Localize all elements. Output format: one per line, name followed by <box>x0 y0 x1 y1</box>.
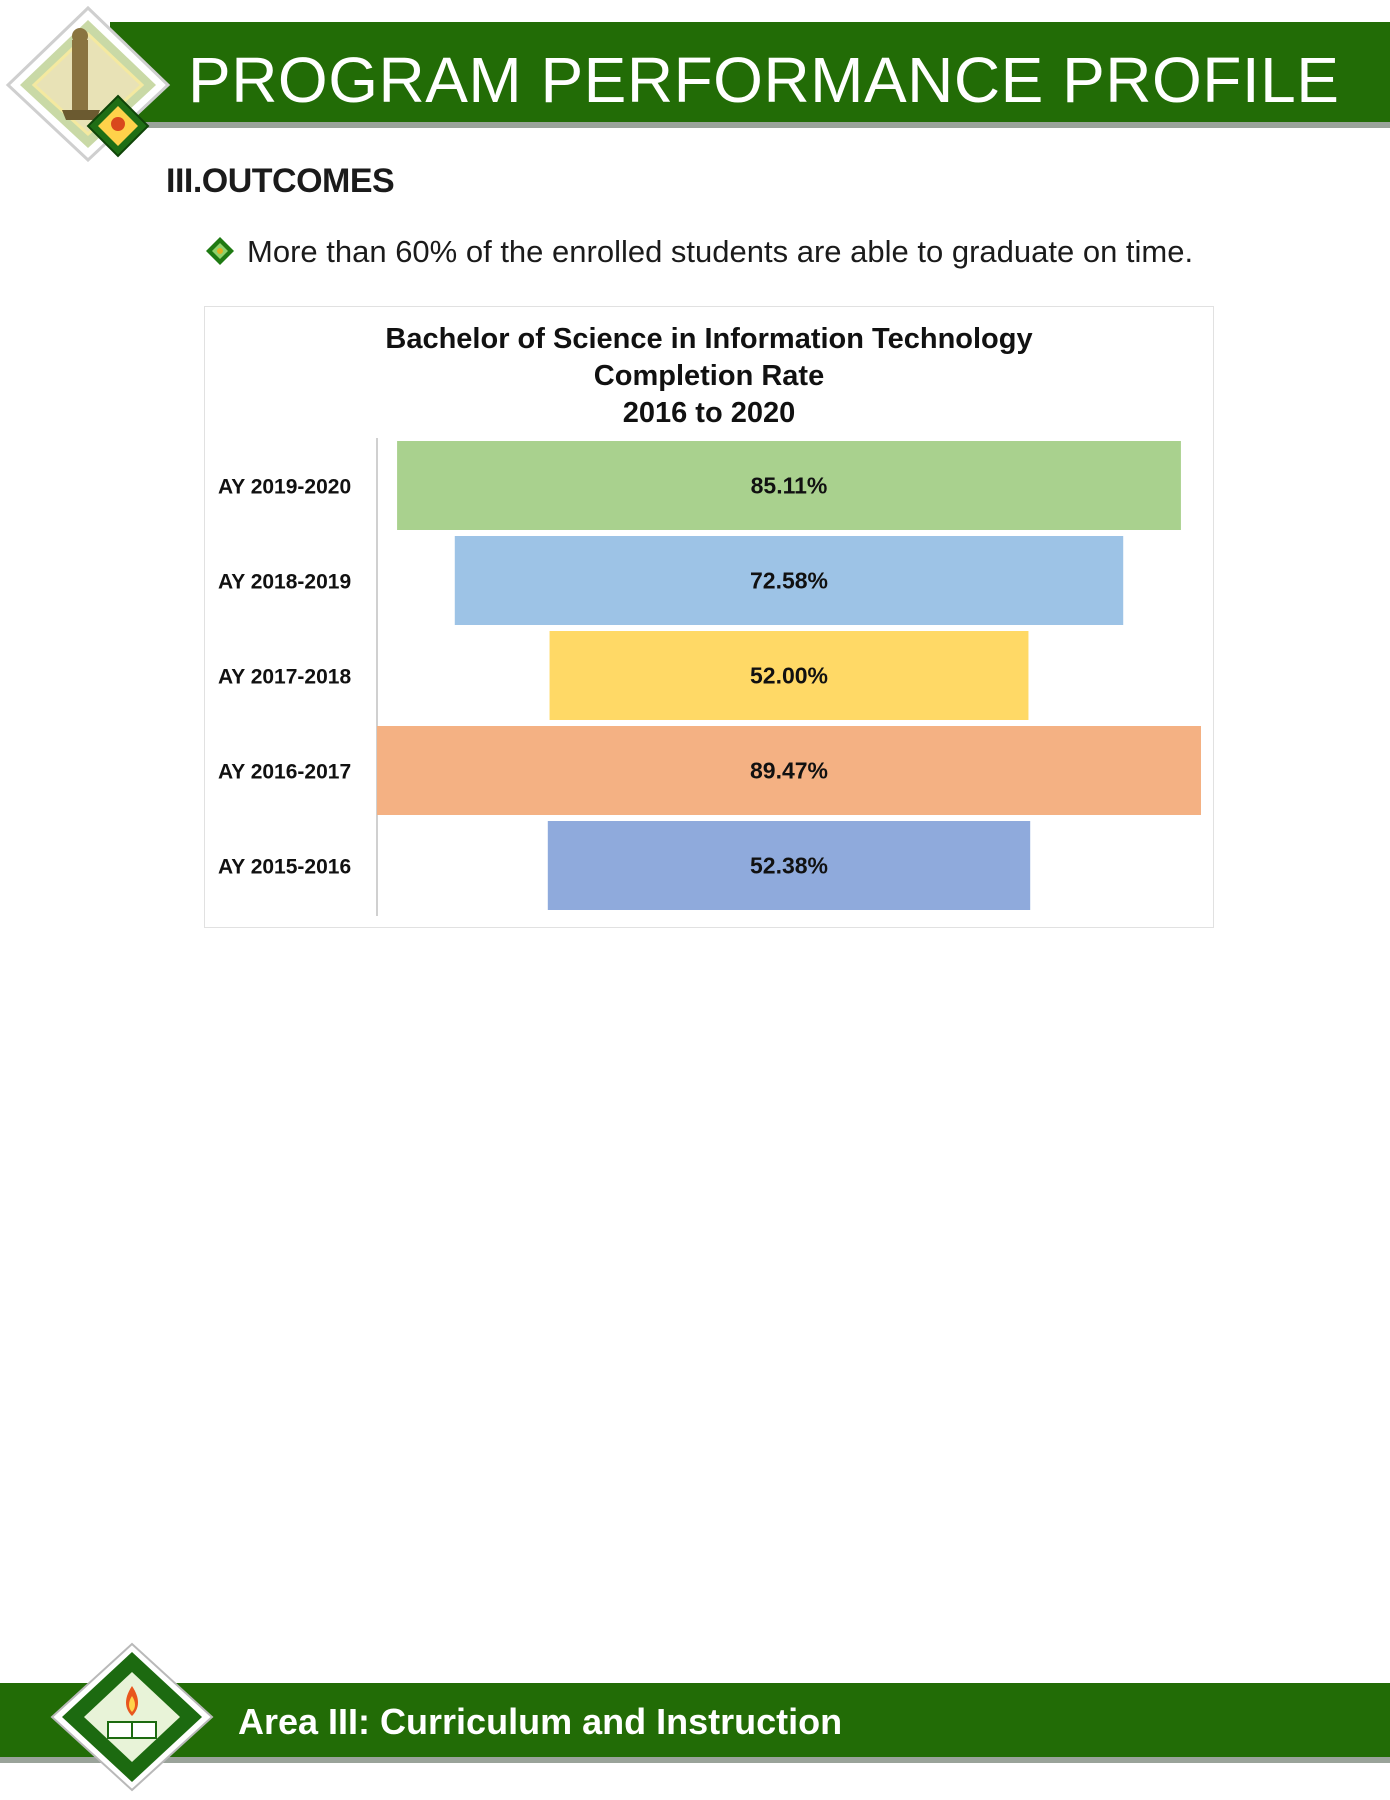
chart-category-label: AY 2019-2020 <box>218 476 351 499</box>
chart-bar <box>549 631 1029 720</box>
footer-stripe <box>0 1757 1390 1763</box>
page-title: PROGRAM PERFORMANCE PROFILE <box>188 44 1340 116</box>
footer-band <box>0 1683 1390 1763</box>
chart-data-label: 85.11% <box>751 473 828 499</box>
chart-title-line-2: Completion Rate <box>593 360 825 392</box>
chart-data-label: 72.58% <box>750 568 828 594</box>
chart-data-label: 89.47% <box>750 758 828 784</box>
diamond-bullet-icon <box>206 237 234 265</box>
chart-panel: Bachelor of Science in Information Techn… <box>204 306 1214 928</box>
chart-plot: 85.11% AY 2019-2020 72.58% AY 2018-2019 52.0… <box>218 438 1201 916</box>
section-heading: III.OUTCOMES <box>166 162 395 200</box>
bullet-text: More than 60% of the enrolled students a… <box>247 234 1194 269</box>
chart-category-label: AY 2018-2019 <box>218 571 351 594</box>
header-band <box>110 22 1390 128</box>
chart-title-line-1: Bachelor of Science in Information Techn… <box>385 323 1033 355</box>
chart-title-line-3: 2016 to 2020 <box>622 397 796 429</box>
chart-bar <box>377 726 1201 815</box>
footer-title: Area III: Curriculum and Instruction <box>238 1701 843 1742</box>
chart-category-label: AY 2016-2017 <box>218 761 351 784</box>
university-seal-icon <box>50 1642 214 1792</box>
chart-category-label: AY 2017-2018 <box>218 666 351 689</box>
chart-bar <box>547 821 1031 910</box>
chart-data-label: 52.38% <box>750 853 828 879</box>
chart-data-label: 52.00% <box>750 663 828 689</box>
chart-bar <box>454 536 1124 625</box>
university-seal-icon <box>5 5 171 162</box>
chart-title: Bachelor of Science in Information Techn… <box>205 321 1213 432</box>
header-stripe <box>110 122 1390 128</box>
chart-bar <box>397 441 1181 530</box>
chart-category-label: AY 2015-2016 <box>218 856 351 879</box>
